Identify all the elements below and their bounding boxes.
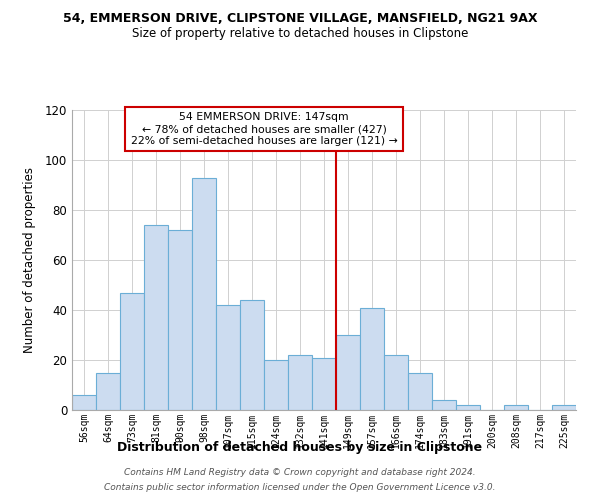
Bar <box>384 355 408 410</box>
Bar <box>168 230 192 410</box>
Y-axis label: Number of detached properties: Number of detached properties <box>23 167 37 353</box>
Bar <box>408 372 432 410</box>
Bar <box>144 225 168 410</box>
Bar <box>312 358 336 410</box>
Bar <box>264 360 288 410</box>
Bar <box>336 335 360 410</box>
Bar <box>240 300 264 410</box>
Bar <box>504 405 528 410</box>
Text: 54 EMMERSON DRIVE: 147sqm
← 78% of detached houses are smaller (427)
22% of semi: 54 EMMERSON DRIVE: 147sqm ← 78% of detac… <box>131 112 397 146</box>
Bar <box>72 395 96 410</box>
Bar <box>96 372 120 410</box>
Bar <box>360 308 384 410</box>
Text: Size of property relative to detached houses in Clipstone: Size of property relative to detached ho… <box>132 28 468 40</box>
Bar <box>432 400 456 410</box>
Bar <box>216 305 240 410</box>
Bar <box>288 355 312 410</box>
Text: 54, EMMERSON DRIVE, CLIPSTONE VILLAGE, MANSFIELD, NG21 9AX: 54, EMMERSON DRIVE, CLIPSTONE VILLAGE, M… <box>63 12 537 26</box>
Bar <box>120 292 144 410</box>
Text: Contains HM Land Registry data © Crown copyright and database right 2024.: Contains HM Land Registry data © Crown c… <box>124 468 476 477</box>
Text: Distribution of detached houses by size in Clipstone: Distribution of detached houses by size … <box>118 441 482 454</box>
Bar <box>192 178 216 410</box>
Text: Contains public sector information licensed under the Open Government Licence v3: Contains public sector information licen… <box>104 483 496 492</box>
Bar <box>456 405 480 410</box>
Bar <box>552 405 576 410</box>
